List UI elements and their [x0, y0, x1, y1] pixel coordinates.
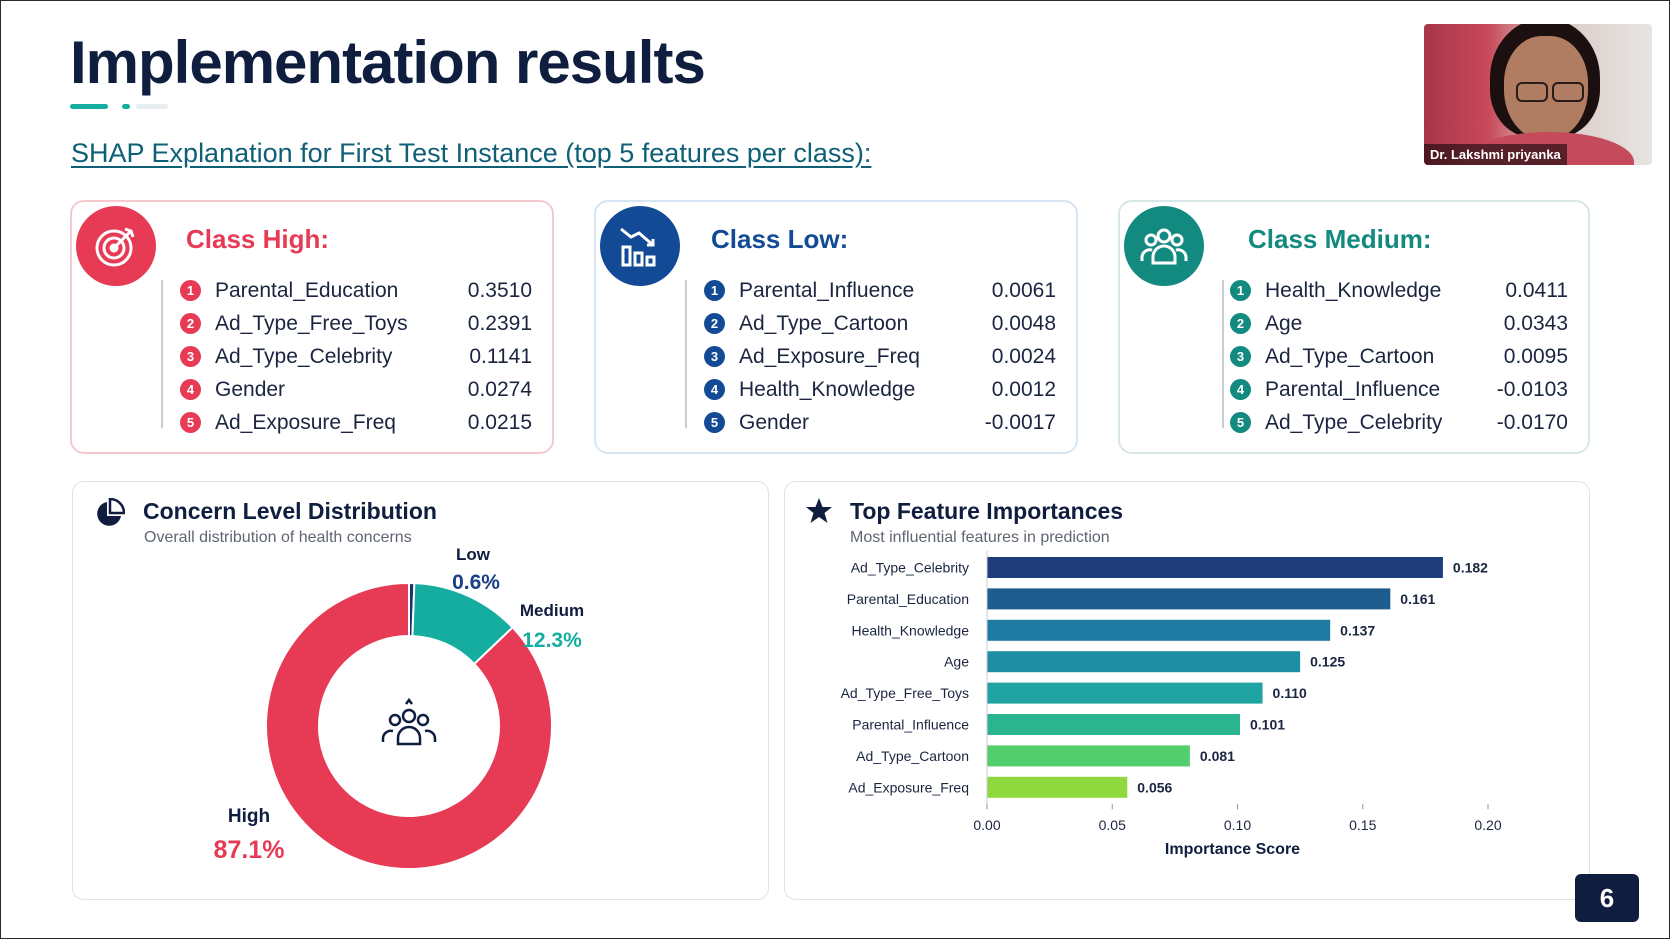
x-tick-label: 0.20: [1474, 817, 1501, 833]
x-tick-label: 0.10: [1224, 817, 1251, 833]
page-number: 6: [1575, 874, 1639, 922]
class-low-title: Class Low:: [711, 224, 849, 254]
donut-chart: Low 0.6% Medium 12.3% High 87.1%: [214, 545, 584, 870]
list-item: 3 Ad_Type_Cartoon 0.0095: [1230, 340, 1568, 373]
bar-value-label: 0.101: [1250, 717, 1285, 733]
donut-label-low: Low: [456, 545, 491, 564]
donut-label-medium: Medium: [520, 601, 584, 620]
list-item: 4 Gender 0.0274: [180, 373, 532, 406]
bar-category-label: Age: [944, 654, 969, 670]
bar-value-label: 0.110: [1273, 685, 1307, 701]
list-item: 3 Ad_Type_Celebrity 0.1141: [180, 340, 532, 373]
presenter-video: Dr. Lakshmi priyanka: [1424, 24, 1652, 165]
bar-category-label: Health_Knowledge: [851, 622, 969, 638]
class-high-title: Class High:: [186, 224, 330, 254]
x-tick-label: 0.05: [1099, 817, 1126, 833]
list-item: 4 Health_Knowledge 0.0012: [704, 373, 1056, 406]
x-tick-label: 0.15: [1349, 817, 1376, 833]
trend-down-chart-icon: [600, 206, 680, 286]
bar-value-label: 0.056: [1137, 779, 1172, 795]
bar-ad-type-free-toys: [987, 682, 1263, 704]
class-high-list: 1 Parental_Education 0.3510 2 Ad_Type_Free_…: [180, 274, 532, 439]
bar-ad-type-celebrity: [987, 557, 1443, 578]
class-medium-list: 1 Health_Knowledge 0.0411 2 Age 0.0343 3 Ad_T…: [1230, 274, 1568, 439]
list-item: 1 Parental_Influence 0.0061: [704, 274, 1056, 307]
bar-value-label: 0.125: [1310, 654, 1345, 670]
bar-category-label: Ad_Type_Celebrity: [851, 560, 969, 576]
list-item: 1 Health_Knowledge 0.0411: [1230, 274, 1568, 307]
feature-importance-bar-chart: Ad_Type_Celebrity 0.182 Parental_Education…: [841, 551, 1502, 858]
list-item: 5 Gender -0.0017: [704, 406, 1056, 439]
concern-panel-subtitle: Overall distribution of health concerns: [144, 529, 412, 546]
bar-parental-education: [987, 588, 1391, 610]
star-icon: [804, 496, 834, 531]
bar-value-label: 0.137: [1340, 622, 1375, 638]
presenter-name: Dr. Lakshmi priyanka: [1424, 144, 1567, 165]
donut-slice-high: [265, 581, 553, 870]
x-tick-label: 0.00: [973, 817, 1000, 833]
donut-value-high: 87.1%: [214, 836, 285, 864]
list-item: 3 Ad_Exposure_Freq 0.0024: [704, 340, 1056, 373]
concern-distribution-panel: Concern Level Distribution Overall distr…: [72, 481, 769, 900]
target-icon: [76, 206, 156, 286]
donut-label-high: High: [228, 806, 270, 827]
list-item: 4 Parental_Influence -0.0103: [1230, 373, 1568, 406]
class-medium-title: Class Medium:: [1248, 224, 1432, 254]
bar-category-label: Ad_Type_Cartoon: [856, 748, 969, 764]
importance-panel-subtitle: Most influential features in prediction: [850, 529, 1110, 546]
bar-value-label: 0.081: [1200, 748, 1235, 764]
x-axis-title: Importance Score: [1165, 841, 1300, 858]
bar-age: [987, 651, 1301, 673]
donut-value-low: 0.6%: [452, 571, 500, 594]
bar-parental-influence: [987, 714, 1241, 735]
concern-panel-title: Concern Level Distribution: [143, 498, 437, 524]
class-low-list: 1 Parental_Influence 0.0061 2 Ad_Type_Carto…: [704, 274, 1056, 439]
slide-title: Implementation results: [70, 29, 706, 96]
list-item: 1 Parental_Education 0.3510: [180, 274, 532, 307]
list-item: 5 Ad_Exposure_Freq 0.0215: [180, 406, 532, 439]
class-low-card: Class Low: 1 Parental_Influence 0.0061 2 Ad…: [594, 200, 1078, 454]
pie-chart-icon: [93, 497, 126, 535]
people-group-icon: [381, 697, 437, 746]
list-item: 2 Ad_Type_Cartoon 0.0048: [704, 307, 1056, 340]
people-group-icon: [1124, 206, 1204, 286]
bar-ad-type-cartoon: [987, 745, 1190, 767]
bar-category-label: Parental_Influence: [852, 717, 969, 733]
bar-value-label: 0.161: [1400, 591, 1435, 607]
bar-value-label: 0.182: [1453, 560, 1488, 576]
list-item: 5 Ad_Type_Celebrity -0.0170: [1230, 406, 1568, 439]
bar-category-label: Ad_Exposure_Freq: [848, 779, 969, 795]
bar-category-label: Parental_Education: [847, 591, 969, 607]
bar-ad-exposure-freq: [987, 776, 1128, 798]
slide-subtitle[interactable]: SHAP Explanation for First Test Instance…: [71, 138, 872, 168]
donut-value-medium: 12.3%: [522, 629, 582, 652]
bar-health-knowledge: [987, 619, 1331, 641]
list-item: 2 Age 0.0343: [1230, 307, 1568, 340]
list-item: 2 Ad_Type_Free_Toys 0.2391: [180, 307, 532, 340]
bar-category-label: Ad_Type_Free_Toys: [841, 685, 969, 701]
feature-importance-panel: Top Feature Importances Most influential…: [784, 481, 1590, 900]
importance-panel-title: Top Feature Importances: [850, 498, 1124, 524]
